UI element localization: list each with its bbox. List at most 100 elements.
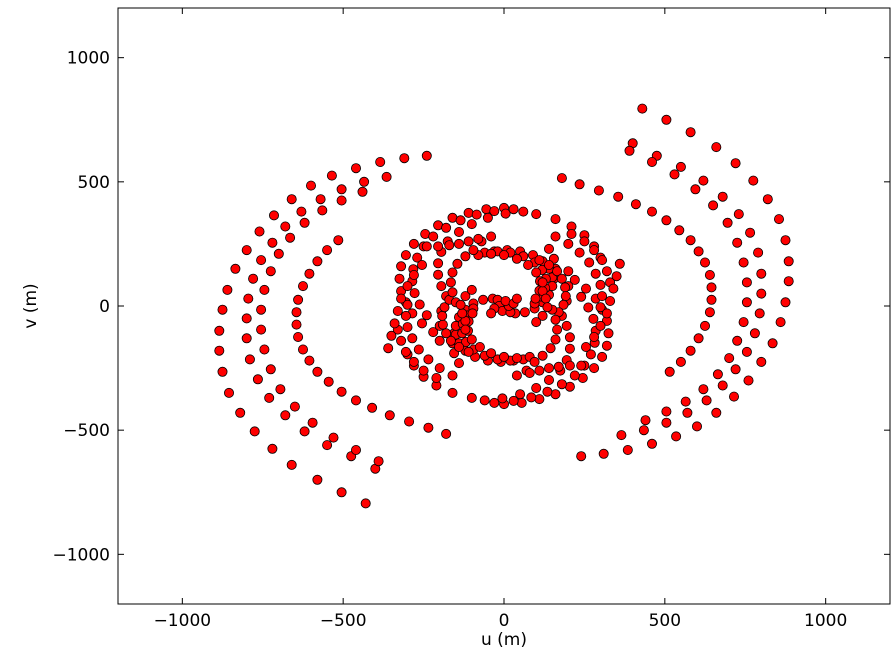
data-point bbox=[375, 156, 386, 167]
data-point bbox=[601, 266, 612, 277]
data-point bbox=[637, 103, 648, 114]
data-point bbox=[704, 307, 715, 318]
x-axis-label: u (m) bbox=[481, 630, 527, 650]
data-point bbox=[259, 344, 270, 355]
data-point bbox=[534, 365, 545, 376]
data-point bbox=[408, 269, 419, 280]
data-point bbox=[544, 243, 555, 254]
data-point bbox=[297, 344, 308, 355]
data-point bbox=[730, 158, 741, 169]
data-point bbox=[468, 245, 479, 256]
data-point bbox=[445, 335, 456, 346]
data-point bbox=[544, 363, 555, 374]
data-point bbox=[780, 297, 791, 308]
data-point bbox=[511, 253, 522, 264]
data-point bbox=[433, 269, 444, 280]
data-point bbox=[550, 314, 561, 325]
data-point bbox=[267, 237, 278, 248]
x-tick-label: 1000 bbox=[804, 611, 847, 631]
data-point bbox=[640, 415, 651, 426]
data-point bbox=[265, 266, 276, 277]
data-point bbox=[564, 360, 575, 371]
data-point bbox=[244, 354, 255, 365]
data-point bbox=[518, 206, 529, 217]
data-point bbox=[486, 231, 497, 242]
data-point bbox=[613, 191, 624, 202]
data-point bbox=[466, 392, 477, 403]
data-point bbox=[608, 283, 619, 294]
data-point bbox=[466, 219, 477, 230]
data-point bbox=[293, 294, 304, 305]
data-point bbox=[463, 207, 474, 218]
data-point bbox=[529, 356, 540, 367]
data-point bbox=[433, 241, 444, 252]
data-point bbox=[286, 194, 297, 205]
data-point bbox=[498, 250, 509, 261]
data-point bbox=[774, 214, 785, 225]
data-point bbox=[700, 320, 711, 331]
data-point bbox=[661, 114, 672, 125]
data-point bbox=[519, 307, 530, 318]
data-point bbox=[526, 392, 537, 403]
data-point bbox=[783, 256, 794, 267]
data-point bbox=[423, 422, 434, 433]
data-point bbox=[408, 238, 419, 249]
data-point bbox=[328, 432, 339, 443]
data-point bbox=[516, 397, 527, 408]
data-point bbox=[235, 407, 246, 418]
data-point bbox=[439, 302, 450, 313]
data-point bbox=[597, 255, 608, 266]
data-point bbox=[489, 397, 500, 408]
data-point bbox=[530, 293, 541, 304]
data-point bbox=[569, 370, 580, 381]
data-point bbox=[275, 384, 286, 395]
data-point bbox=[296, 206, 307, 217]
data-point bbox=[400, 346, 411, 357]
data-point bbox=[460, 324, 471, 335]
data-point bbox=[471, 209, 482, 220]
data-point bbox=[433, 258, 444, 269]
data-point bbox=[286, 459, 297, 470]
data-point bbox=[217, 304, 228, 315]
data-point bbox=[333, 235, 344, 246]
data-point bbox=[214, 325, 225, 336]
data-point bbox=[558, 299, 569, 310]
data-point bbox=[404, 416, 415, 427]
data-point bbox=[749, 328, 760, 339]
data-point bbox=[336, 195, 347, 206]
data-point bbox=[421, 310, 432, 321]
y-tick-label: −500 bbox=[63, 421, 110, 441]
data-point bbox=[400, 250, 411, 261]
data-point bbox=[550, 214, 561, 225]
data-point bbox=[595, 302, 606, 313]
data-point bbox=[590, 268, 601, 279]
data-point bbox=[436, 281, 447, 292]
data-point bbox=[581, 283, 592, 294]
data-point bbox=[441, 222, 452, 233]
data-point bbox=[445, 277, 456, 288]
data-point bbox=[534, 394, 545, 405]
data-point bbox=[280, 221, 291, 232]
x-axis-ticks: −1000 −500 0 500 1000 bbox=[154, 8, 847, 631]
data-point bbox=[299, 217, 310, 228]
data-point bbox=[409, 288, 420, 299]
data-point bbox=[463, 346, 474, 357]
data-point bbox=[489, 206, 500, 217]
data-point bbox=[523, 259, 534, 270]
data-point bbox=[545, 343, 556, 354]
data-point bbox=[508, 395, 519, 406]
data-point bbox=[693, 246, 704, 257]
data-point bbox=[588, 313, 599, 324]
data-point bbox=[428, 231, 439, 242]
data-point bbox=[323, 376, 334, 387]
data-point bbox=[550, 231, 561, 242]
data-point bbox=[524, 367, 535, 378]
data-point bbox=[350, 163, 361, 174]
data-point bbox=[603, 328, 614, 339]
data-point bbox=[241, 333, 252, 344]
data-point bbox=[421, 241, 432, 252]
data-point bbox=[741, 346, 752, 357]
data-point bbox=[741, 297, 752, 308]
data-point bbox=[756, 288, 767, 299]
